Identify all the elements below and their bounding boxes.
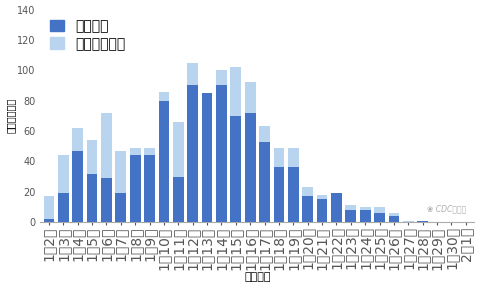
Bar — [288, 148, 299, 222]
Bar — [173, 122, 184, 222]
Bar — [44, 219, 54, 222]
Bar — [360, 210, 371, 222]
Bar — [388, 216, 399, 222]
Bar — [216, 86, 227, 222]
X-axis label: 报告日期: 报告日期 — [244, 272, 271, 283]
Bar — [317, 195, 327, 222]
Bar — [388, 213, 399, 222]
Bar — [360, 207, 371, 222]
Bar — [403, 221, 414, 222]
Bar — [173, 177, 184, 222]
Bar — [72, 128, 83, 222]
Bar — [230, 67, 241, 222]
Bar — [115, 151, 126, 222]
Bar — [216, 70, 227, 222]
Bar — [72, 151, 83, 222]
Bar — [44, 196, 54, 222]
Text: ❀ CDC疾控人: ❀ CDC疾控人 — [427, 204, 466, 214]
Bar — [259, 126, 270, 222]
Bar — [187, 63, 198, 222]
Bar — [274, 148, 284, 222]
Bar — [346, 210, 356, 222]
Bar — [130, 155, 141, 222]
Y-axis label: 病例数（例）: 病例数（例） — [6, 98, 15, 133]
Bar — [245, 82, 255, 222]
Legend: 确诊病例, 无症状感染者: 确诊病例, 无症状感染者 — [47, 16, 128, 54]
Bar — [245, 113, 255, 222]
Bar — [202, 93, 213, 222]
Bar — [374, 213, 385, 222]
Bar — [331, 193, 342, 222]
Bar — [58, 193, 69, 222]
Bar — [158, 92, 169, 222]
Bar — [87, 140, 97, 222]
Bar — [87, 174, 97, 222]
Bar — [101, 113, 112, 222]
Bar — [417, 221, 428, 222]
Bar — [274, 167, 284, 222]
Bar — [288, 167, 299, 222]
Bar — [259, 142, 270, 222]
Bar — [144, 155, 155, 222]
Bar — [302, 196, 313, 222]
Bar — [374, 207, 385, 222]
Bar — [58, 155, 69, 222]
Bar — [130, 148, 141, 222]
Bar — [202, 93, 213, 222]
Bar — [331, 193, 342, 222]
Bar — [158, 101, 169, 222]
Bar — [230, 116, 241, 222]
Bar — [101, 178, 112, 222]
Bar — [317, 199, 327, 222]
Bar — [144, 148, 155, 222]
Bar — [115, 193, 126, 222]
Bar — [187, 86, 198, 222]
Bar — [302, 187, 313, 222]
Bar — [417, 221, 428, 222]
Bar — [346, 205, 356, 222]
